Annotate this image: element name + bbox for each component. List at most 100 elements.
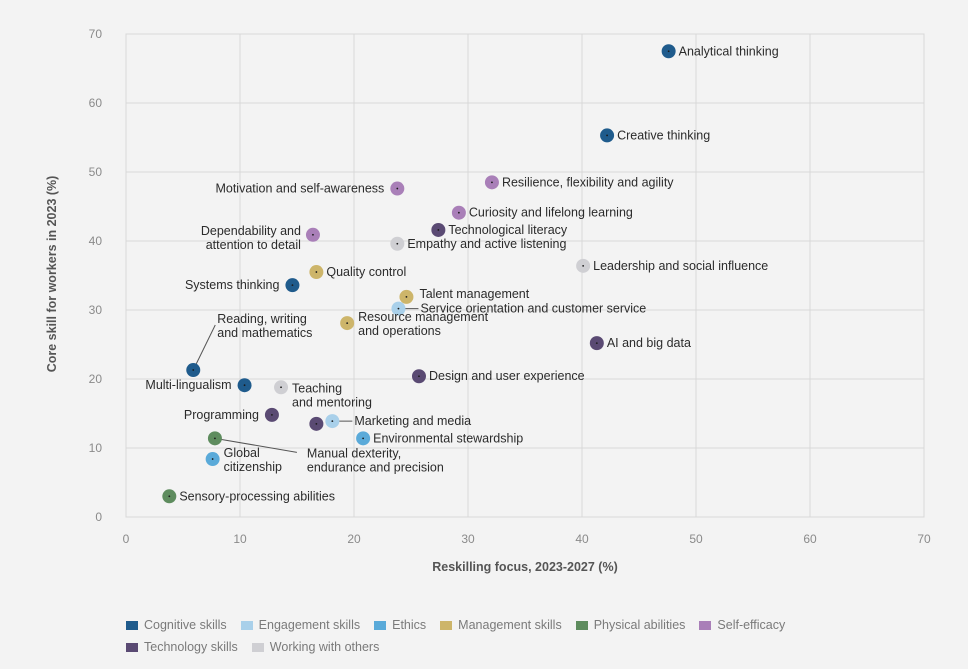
point-label: Talent management [419, 287, 529, 301]
point-label: endurance and precision [307, 460, 444, 474]
y-tick-label: 0 [95, 510, 102, 524]
scatter-point-center [312, 233, 314, 236]
point-label: Environmental stewardship [373, 431, 523, 445]
data-points [162, 44, 676, 504]
scatter-point-center [396, 242, 399, 245]
legend-swatch [374, 620, 387, 630]
point-label: and operations [358, 324, 441, 338]
leader-line [214, 437, 298, 453]
y-tick-label: 40 [89, 234, 103, 248]
legend-label: Ethics [392, 618, 427, 632]
legend-label: Cognitive skills [144, 618, 227, 632]
point-label: Creative thinking [617, 128, 710, 142]
point-label: Marketing and media [354, 414, 471, 428]
scatter-point-center [346, 322, 349, 325]
scatter-point-center [362, 437, 365, 440]
legend-label: Working with others [269, 640, 380, 654]
y-tick-label: 60 [89, 96, 103, 110]
scatter-point-center [331, 420, 334, 422]
legend-label: Technology skills [144, 640, 238, 654]
scatter-point-center [271, 413, 273, 416]
x-tick-label: 30 [461, 532, 475, 546]
legend-swatch [699, 620, 712, 630]
legend-item: Management skills [440, 618, 562, 632]
legend-item: Ethics [374, 618, 426, 632]
point-label: Global [224, 446, 260, 460]
point-label: Teaching [292, 381, 342, 395]
y-tick-label: 10 [89, 441, 103, 455]
legend-row: Technology skills Working with others [126, 636, 946, 658]
scatter-point-center [396, 187, 399, 190]
scatter-point-center [214, 437, 216, 440]
point-label: and mentoring [292, 395, 372, 409]
legend-item: Physical abilities [575, 618, 686, 632]
point-label: Service orientation and customer service [420, 302, 646, 316]
legend-swatch [126, 620, 138, 630]
point-label: Leadership and social influence [593, 259, 768, 273]
point-label: Systems thinking [185, 278, 280, 292]
point-label: Dependability and [201, 224, 301, 238]
scatter-point-center [315, 271, 318, 273]
x-tick-label: 0 [123, 532, 130, 546]
legend-item: Technology skills [126, 640, 238, 654]
scatter-point-center [397, 307, 400, 310]
point-label: Resilience, flexibility and agility [502, 175, 674, 189]
grid [125, 33, 925, 518]
tick-labels: 0 10 20 30 40 50 60 70 0 10 20 30 40 50 60 70 [89, 27, 931, 546]
scatter-point-center [582, 264, 585, 267]
point-label: Empathy and active listening [407, 237, 566, 251]
scatter-point-center [667, 50, 670, 53]
legend-label: Management skills [458, 618, 562, 632]
point-label: Resource management [358, 310, 488, 324]
point-labels: Analytical thinking Creative thinking Resi… [145, 44, 778, 503]
legend-row: Cognitive skills Engagement skills Ethics M… [126, 614, 946, 636]
legend-label: Physical abilities [593, 618, 686, 632]
x-tick-label: 40 [575, 532, 589, 546]
y-tick-label: 70 [89, 27, 103, 41]
scatter-point-center [211, 458, 214, 460]
x-tick-label: 20 [347, 532, 361, 546]
legend-swatch [251, 642, 264, 652]
plot-frame [125, 33, 925, 518]
scatter-point-center [595, 342, 598, 345]
legend: Cognitive skills Engagement skills Ethics M… [126, 614, 946, 658]
point-label: Reading, writing [217, 312, 307, 326]
scatter-point-center [280, 386, 282, 389]
scatter-point-center [491, 181, 493, 184]
point-label: Sensory-processing abilities [179, 489, 335, 503]
x-axis-title: Reskilling focus, 2023-2027 (%) [432, 560, 618, 574]
legend-item: Working with others [251, 640, 380, 654]
point-label: Motivation and self-awareness [215, 182, 384, 196]
legend-item: Cognitive skills [126, 618, 227, 632]
y-tick-label: 50 [89, 165, 103, 179]
scatter-point-center [457, 211, 460, 214]
legend-swatch [440, 620, 453, 630]
scatter-point-center [315, 422, 318, 425]
point-label: Technological literacy [448, 223, 568, 237]
legend-swatch [126, 642, 138, 652]
scatter-point-center [405, 295, 408, 298]
y-tick-label: 30 [89, 303, 103, 317]
x-tick-label: 70 [917, 532, 931, 546]
scatter-point-center [606, 134, 608, 137]
point-label: Curiosity and lifelong learning [469, 206, 633, 220]
scatter-chart: 0 10 20 30 40 50 60 70 0 10 20 30 40 50 60 70 Analytica… [45, 27, 931, 574]
legend-label: Engagement skills [258, 618, 361, 632]
y-tick-label: 20 [89, 372, 103, 386]
point-label: Quality control [326, 265, 406, 279]
legend-item: Engagement skills [240, 618, 361, 632]
point-label: Manual dexterity, [307, 446, 401, 460]
x-tick-label: 60 [803, 532, 817, 546]
x-tick-label: 50 [689, 532, 703, 546]
x-tick-label: 10 [233, 532, 247, 546]
scatter-point-center [291, 284, 294, 287]
point-label: and mathematics [217, 326, 312, 340]
point-label: citizenship [224, 460, 282, 474]
scatter-point-center [192, 369, 195, 371]
point-label: AI and big data [607, 336, 691, 350]
y-axis-title: Core skill for workers in 2023 (%) [45, 176, 59, 373]
legend-item: Self-efficacy [699, 618, 785, 632]
point-label: Design and user experience [429, 369, 585, 383]
point-label: Analytical thinking [679, 44, 779, 58]
point-label: Programming [184, 408, 259, 422]
